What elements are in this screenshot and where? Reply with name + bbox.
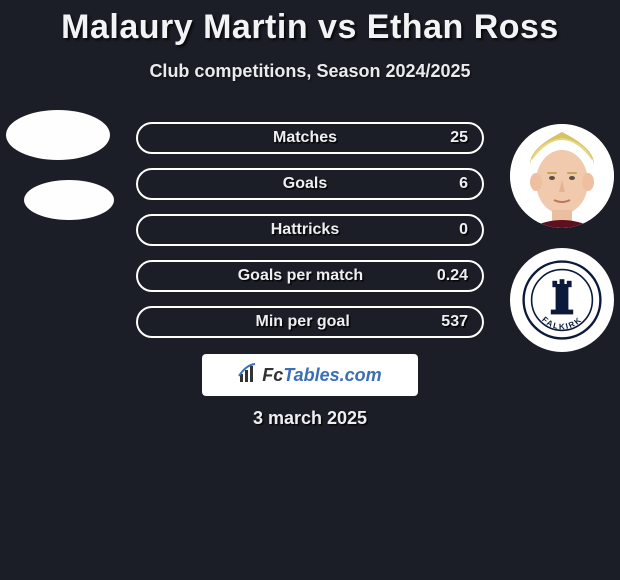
stat-right-value: 0.24 bbox=[423, 267, 482, 285]
stat-row: Matches 25 bbox=[136, 122, 484, 154]
right-player-column: FALKIRK bbox=[504, 124, 614, 352]
comparison-card: Malaury Martin vs Ethan Ross Club compet… bbox=[0, 0, 620, 580]
stat-label: Min per goal bbox=[178, 313, 427, 331]
stat-label: Goals bbox=[178, 175, 432, 193]
player-face-icon bbox=[510, 124, 614, 228]
club-crest-icon: FALKIRK bbox=[522, 260, 602, 340]
right-club-logo: FALKIRK bbox=[510, 248, 614, 352]
source-logo: FcTables.com bbox=[202, 354, 418, 396]
logo-text: FcTables.com bbox=[262, 365, 381, 386]
stat-right-value: 25 bbox=[432, 129, 482, 147]
stats-list: Matches 25 Goals 6 Hattricks 0 Goals per… bbox=[136, 122, 484, 338]
right-player-avatar bbox=[510, 124, 614, 228]
stat-row: Min per goal 537 bbox=[136, 306, 484, 338]
stat-label: Hattricks bbox=[178, 221, 432, 239]
left-club-logo-placeholder bbox=[24, 180, 114, 220]
stat-label: Goals per match bbox=[178, 267, 423, 285]
page-title: Malaury Martin vs Ethan Ross bbox=[0, 0, 620, 47]
stat-right-value: 537 bbox=[427, 313, 482, 331]
logo-suffix: Tables.com bbox=[283, 365, 381, 385]
stat-row: Goals 6 bbox=[136, 168, 484, 200]
bar-chart-icon bbox=[238, 362, 260, 389]
stat-row: Hattricks 0 bbox=[136, 214, 484, 246]
stat-label: Matches bbox=[178, 129, 432, 147]
stat-row: Goals per match 0.24 bbox=[136, 260, 484, 292]
date-label: 3 march 2025 bbox=[0, 408, 620, 429]
left-player-column bbox=[6, 110, 116, 220]
logo-prefix: Fc bbox=[262, 365, 283, 385]
stat-right-value: 0 bbox=[432, 221, 482, 239]
subtitle: Club competitions, Season 2024/2025 bbox=[0, 61, 620, 82]
stat-right-value: 6 bbox=[432, 175, 482, 193]
left-player-avatar-placeholder bbox=[6, 110, 110, 160]
